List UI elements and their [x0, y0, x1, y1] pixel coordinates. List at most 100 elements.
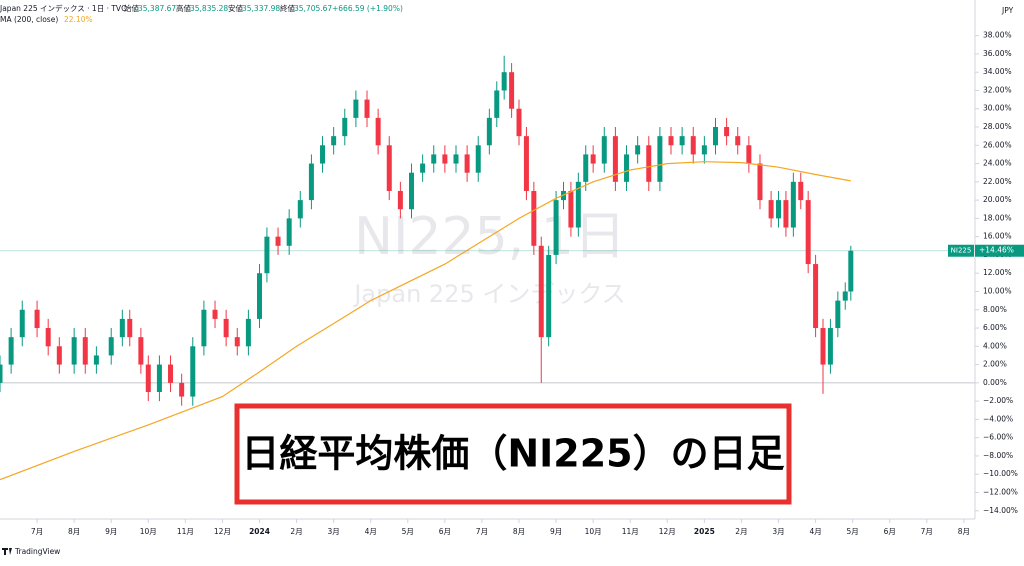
candle-body [234, 337, 240, 347]
candle-body [308, 163, 314, 201]
candle-body [668, 136, 674, 146]
candle-body [190, 346, 196, 397]
candle-body [245, 318, 251, 347]
candle-body [212, 309, 218, 319]
candle-body [635, 145, 641, 155]
candle-body [331, 136, 337, 146]
candle-body [138, 337, 144, 365]
candle-body [657, 136, 663, 182]
candle-body [297, 200, 303, 219]
brand-logo [2, 548, 12, 555]
banner-text: 日経平均株価（NI225）の日足 [241, 432, 784, 476]
candle-body [19, 309, 25, 338]
candle-body [790, 181, 796, 228]
candle-body [464, 154, 470, 173]
y-tick-label: 6.00% [983, 323, 1007, 332]
candle-body [746, 145, 752, 164]
candle-body [145, 364, 151, 392]
legend-header: Japan 225 インデックス · 1日 · TVC 始値 35,387.67… [0, 3, 403, 24]
candle-body [475, 145, 481, 173]
candle-body [453, 154, 459, 164]
candle-body [353, 99, 359, 118]
candle-body [45, 328, 51, 347]
banner-box [234, 403, 792, 505]
y-tick-label: −2.00% [983, 396, 1013, 405]
candle-body [201, 309, 207, 347]
watermark: NI225, 1日 [354, 207, 626, 267]
y-tick-label: 10.00% [983, 286, 1012, 295]
candle-body [712, 127, 718, 146]
candle-body [523, 136, 529, 191]
candle-body [397, 190, 403, 210]
candle-body [409, 172, 415, 210]
candle-body [776, 200, 782, 219]
x-tick-label: 4月 [365, 527, 377, 536]
x-tick-label: 11月 [622, 527, 639, 536]
candle-body [264, 236, 270, 274]
candle-body [127, 318, 133, 338]
x-tick-label: 8月 [958, 527, 970, 536]
candle-body [575, 181, 581, 228]
candle-body [179, 382, 185, 397]
x-tick-label: 8月 [68, 527, 80, 536]
candle-body [108, 337, 114, 356]
label: 終値 [280, 3, 295, 13]
y-tick-label: −6.00% [983, 433, 1013, 442]
label: 安値 [228, 3, 243, 13]
x-tick-label: 4月 [809, 527, 821, 536]
price-tag-name-bg [948, 244, 974, 257]
candle-body [546, 254, 552, 338]
candle-body [93, 355, 99, 365]
symbol: Japan 225 インデックス · 1日 · TVC [0, 3, 126, 13]
candle-body [156, 364, 162, 392]
candle-body [538, 245, 544, 338]
candle-body [735, 136, 741, 146]
candle-body [34, 309, 40, 329]
x-tick-label: 5月 [402, 527, 414, 536]
candle-body [590, 154, 596, 164]
candle-body [320, 145, 326, 164]
candle-body [275, 236, 281, 246]
value: 35,337.98 [242, 4, 280, 13]
y-tick-label: 34.00% [983, 67, 1012, 76]
candle-body [679, 136, 685, 146]
candle-body [375, 117, 381, 146]
y-tick-label: 32.00% [983, 85, 1012, 94]
y-tick-label: 22.00% [983, 177, 1012, 186]
candle-body [612, 136, 618, 182]
price-tag: +14.46% [979, 246, 1014, 255]
x-tick-label: 7月 [31, 527, 43, 536]
candle-body [701, 145, 707, 155]
plot-area [0, 55, 975, 481]
candle-body [768, 200, 774, 219]
candle-body [168, 364, 174, 383]
candle-body [442, 154, 448, 164]
candle-body [8, 337, 14, 365]
label: 始値 [124, 3, 139, 13]
y-tick-label: 8.00% [983, 305, 1007, 314]
y-tick-label: 2.00% [983, 360, 1007, 369]
x-tick-label: 6月 [439, 527, 451, 536]
candle-body [82, 337, 88, 365]
x-tick-label: 11月 [177, 527, 194, 536]
y-tick-label: 20.00% [983, 195, 1012, 204]
candle-body [805, 200, 811, 265]
x-tick-label: 9月 [550, 527, 562, 536]
y-tick-label: 4.00% [983, 341, 1007, 350]
candle-body [516, 108, 522, 137]
candle-body [257, 273, 263, 319]
value: 35,387.67 [138, 4, 176, 13]
candle-body [583, 154, 589, 182]
candle-body [386, 145, 392, 191]
y-tick-label: 24.00% [983, 159, 1012, 168]
x-tick-label: 10月 [585, 527, 602, 536]
x-tick-label: 12月 [214, 527, 231, 536]
candle-body [364, 99, 370, 118]
y-tick-label: −8.00% [983, 451, 1013, 460]
x-tick-label: 2月 [735, 527, 747, 536]
candle-body [820, 328, 826, 365]
candle-body [553, 200, 559, 255]
price-tag-bg [975, 244, 1024, 257]
candle-body [494, 90, 500, 118]
